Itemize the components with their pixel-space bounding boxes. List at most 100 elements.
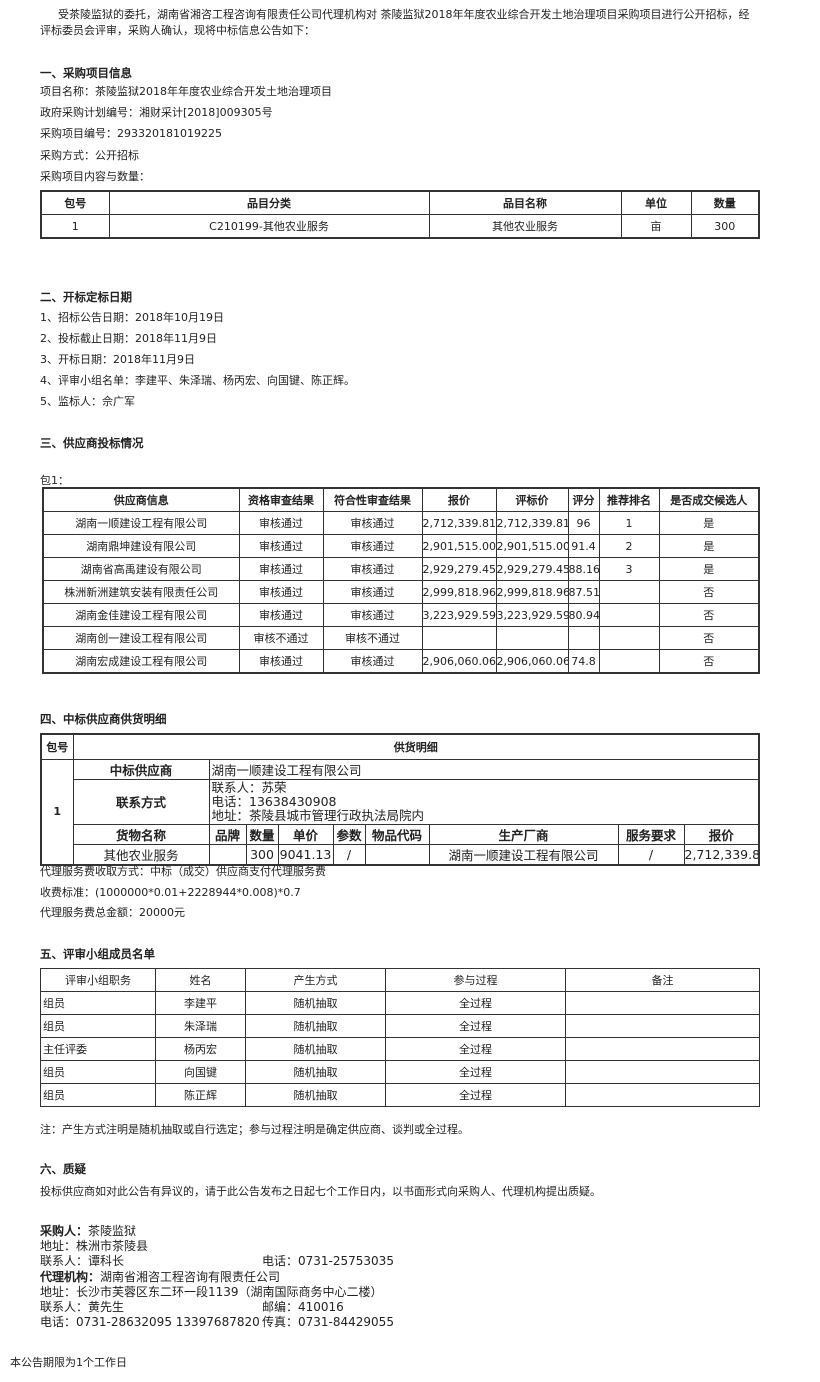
table-cell: 湖南创一建设工程有限公司	[42, 626, 240, 650]
contact-label: 联系方式	[72, 778, 210, 825]
table-cell: 审核通过	[322, 511, 423, 535]
table-cell: 朱泽瑞	[155, 1014, 246, 1038]
table-cell: 2,901,515.00	[495, 534, 569, 558]
table-row: 湖南鼎坤建设有限公司 审核通过 审核通过 2,901,515.00 2,901,515.…	[42, 534, 760, 558]
table-cell: 李建平	[155, 991, 246, 1015]
agent-phone: 电话：0731-28632095 13397687820	[40, 1315, 260, 1330]
info-line: 4、评审小组名单：李建平、朱泽瑞、杨丙宏、向国键、陈正辉。	[40, 374, 355, 387]
table-cell: 审核通过	[322, 603, 423, 627]
table-cell	[565, 991, 760, 1015]
column-header: 品目分类	[108, 190, 430, 215]
column-header: 评标价	[495, 487, 569, 512]
table-cell	[598, 603, 660, 627]
table-cell: 否	[658, 603, 760, 627]
table-cell: 随机抽取	[245, 1083, 386, 1107]
buyer-contact: 联系人：谭科长	[40, 1254, 125, 1269]
table-cell: 全过程	[385, 1060, 566, 1084]
panel-note: 注：产生方式注明是随机抽取或自行选定；参与过程注明是确定供应商、谈判或全过程。	[40, 1123, 469, 1136]
table-cell: 2,999,818.96	[495, 580, 569, 604]
table-cell: 2,712,339.81	[495, 511, 569, 535]
table-cell	[565, 1060, 760, 1084]
table-cell: 是	[658, 511, 760, 535]
column-header: 单位	[620, 190, 692, 215]
table-cell: 否	[658, 580, 760, 604]
table-row: 组员 向国键 随机抽取 全过程	[40, 1060, 760, 1084]
info-line: 政府采购计划编号：湘财采计[2018]009305号	[40, 106, 273, 120]
table-cell: 1	[598, 511, 660, 535]
table-row: 株洲新洲建筑安装有限责任公司 审核通过 审核通过 2,999,818.96 2,999,…	[42, 580, 760, 604]
supplier-bids-table: 供应商信息 资格审查结果 符合性审查结果 报价 评标价 评分 推荐排名 是否成交候选人 湖南一顺…	[42, 487, 760, 674]
table-cell: 组员	[40, 1014, 156, 1038]
buyer-address: 地址：株洲市茶陵县	[40, 1239, 149, 1254]
table-cell	[598, 580, 660, 604]
table-cell: 3,223,929.59	[421, 603, 497, 627]
table-row: 组员 朱泽瑞 随机抽取 全过程	[40, 1014, 760, 1038]
table-cell: 向国键	[155, 1060, 246, 1084]
info-line: 项目名称：茶陵监狱2018年年度农业综合开发土地治理项目	[40, 85, 332, 98]
info-line: 采购项目内容与数量：	[40, 169, 150, 183]
table-cell: 审核通过	[238, 603, 324, 627]
info-line: 采购项目编号：293320181019225	[40, 127, 222, 141]
table-cell: 3,223,929.59	[495, 603, 569, 627]
goods-cell: 9041.13	[277, 843, 334, 865]
column-header: 姓名	[155, 968, 246, 992]
table-cell: 是	[658, 557, 760, 581]
table-cell: 96	[567, 511, 600, 535]
goods-cell	[208, 843, 247, 865]
table-cell: 87.51	[567, 580, 600, 604]
table-row: 湖南省高禹建设有限公司 审核通过 审核通过 2,929,279.45 2,929,279…	[42, 557, 760, 581]
table-cell: 2,929,279.45	[421, 557, 497, 581]
agent-zip: 邮编：410016	[262, 1300, 344, 1315]
section-6-title: 六、质疑	[40, 1162, 86, 1176]
table-cell: 审核通过	[238, 557, 324, 581]
table-cell: 审核通过	[322, 649, 423, 674]
table-cell: 湖南一顺建设工程有限公司	[42, 511, 240, 535]
table-cell: 全过程	[385, 1083, 566, 1107]
table-cell: 组员	[40, 1060, 156, 1084]
table-cell: 审核通过	[322, 534, 423, 558]
buyer-label: 采购人：	[40, 1224, 89, 1238]
table-cell: 80.94	[567, 603, 600, 627]
column-header: 是否成交候选人	[658, 487, 760, 512]
table-cell: 是	[658, 534, 760, 558]
goods-header: 生产厂商	[428, 823, 619, 845]
column-header: 产生方式	[245, 968, 386, 992]
table-cell: C210199-其他农业服务	[108, 214, 430, 239]
goods-header: 货物名称	[72, 823, 210, 845]
table-cell: 88.16	[567, 557, 600, 581]
column-header: 评分	[567, 487, 600, 512]
header-package: 包号	[40, 733, 74, 760]
table-cell: 审核通过	[238, 580, 324, 604]
goods-header: 服务要求	[617, 823, 685, 845]
table-cell: 杨丙宏	[155, 1037, 246, 1061]
buyer-phone: 电话：0731-25753035	[262, 1254, 394, 1269]
column-header: 备注	[565, 968, 760, 992]
section-2-title: 二、开标定标日期	[40, 290, 132, 304]
table-row: 组员 李建平 随机抽取 全过程	[40, 991, 760, 1015]
table-cell: 审核通过	[322, 580, 423, 604]
goods-cell: /	[332, 843, 366, 865]
table-cell: 2,712,339.81	[421, 511, 497, 535]
table-cell: 2,929,279.45	[495, 557, 569, 581]
table-cell: 审核通过	[238, 511, 324, 535]
column-header: 供应商信息	[42, 487, 240, 512]
goods-cell: 其他农业服务	[72, 843, 210, 865]
info-line: 代理服务费收取方式：中标（成交）供应商支付代理服务费	[40, 865, 326, 878]
table-cell: 2,906,060.06	[421, 649, 497, 674]
table-cell: 审核不通过	[322, 626, 423, 650]
procurement-items-table: 包号 品目分类 品目名称 单位 数量 1 C210199-其他农业服务 其他农业服务亩 300	[40, 190, 760, 239]
column-header: 报价	[421, 487, 497, 512]
goods-cell: 300	[245, 843, 279, 865]
goods-header: 报价	[683, 823, 760, 845]
table-cell	[598, 649, 660, 674]
column-header: 符合性审查结果	[322, 487, 423, 512]
table-cell: 审核不通过	[238, 626, 324, 650]
info-line: 采购方式：公开招标	[40, 148, 139, 162]
info-line: 收费标准：(1000000*0.01+2228944*0.008)*0.7	[40, 885, 301, 899]
header-supply-detail: 供货明细	[72, 733, 760, 760]
table-cell: 审核通过	[238, 534, 324, 558]
contact-info: 联系人：苏荣 电话：13638430908 地址：茶陵县城市管理行政执法局院内	[208, 778, 760, 825]
buyer-name: 茶陵监狱	[88, 1224, 137, 1238]
table-cell: 2,906,060.06	[495, 649, 569, 674]
contact-address: 地址：茶陵县城市管理行政执法局院内	[211, 807, 425, 823]
